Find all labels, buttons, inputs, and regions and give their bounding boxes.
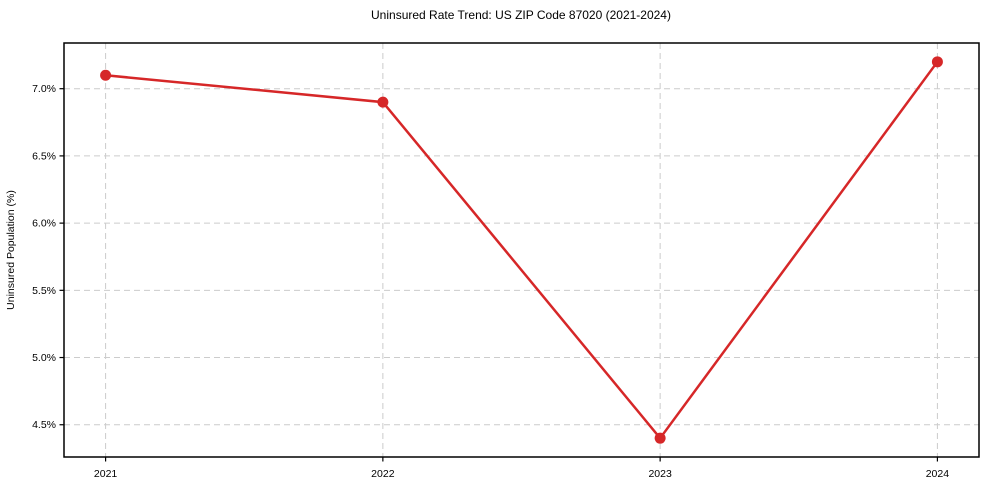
y-tick-label: 7.0%: [32, 83, 56, 95]
x-tick-label: 2024: [926, 468, 950, 480]
y-tick-label: 4.5%: [32, 419, 56, 431]
plot-border: [63, 42, 980, 458]
data-point: [931, 56, 943, 68]
y-axis-label: Uninsured Population (%): [5, 190, 17, 310]
y-tick-label: 5.5%: [32, 285, 56, 297]
data-point: [100, 69, 112, 81]
x-tick-label: 2021: [94, 468, 118, 480]
y-tick-label: 5.0%: [32, 352, 56, 364]
data-series: [100, 56, 943, 444]
series-line: [104, 60, 939, 440]
chart-title: Uninsured Rate Trend: US ZIP Code 87020 …: [371, 8, 671, 22]
y-tick-label: 6.0%: [32, 218, 56, 230]
data-point: [654, 432, 666, 444]
gridlines: [64, 43, 979, 457]
x-tick-label: 2022: [371, 468, 395, 480]
x-tick-label: 2023: [648, 468, 672, 480]
y-tick-label: 6.5%: [32, 150, 56, 162]
axes: 4.5% 5.0% 5.5% 6.0% 6.5% 7.0% 2021 2022 2023 2024: [32, 42, 980, 480]
data-point: [377, 96, 389, 108]
